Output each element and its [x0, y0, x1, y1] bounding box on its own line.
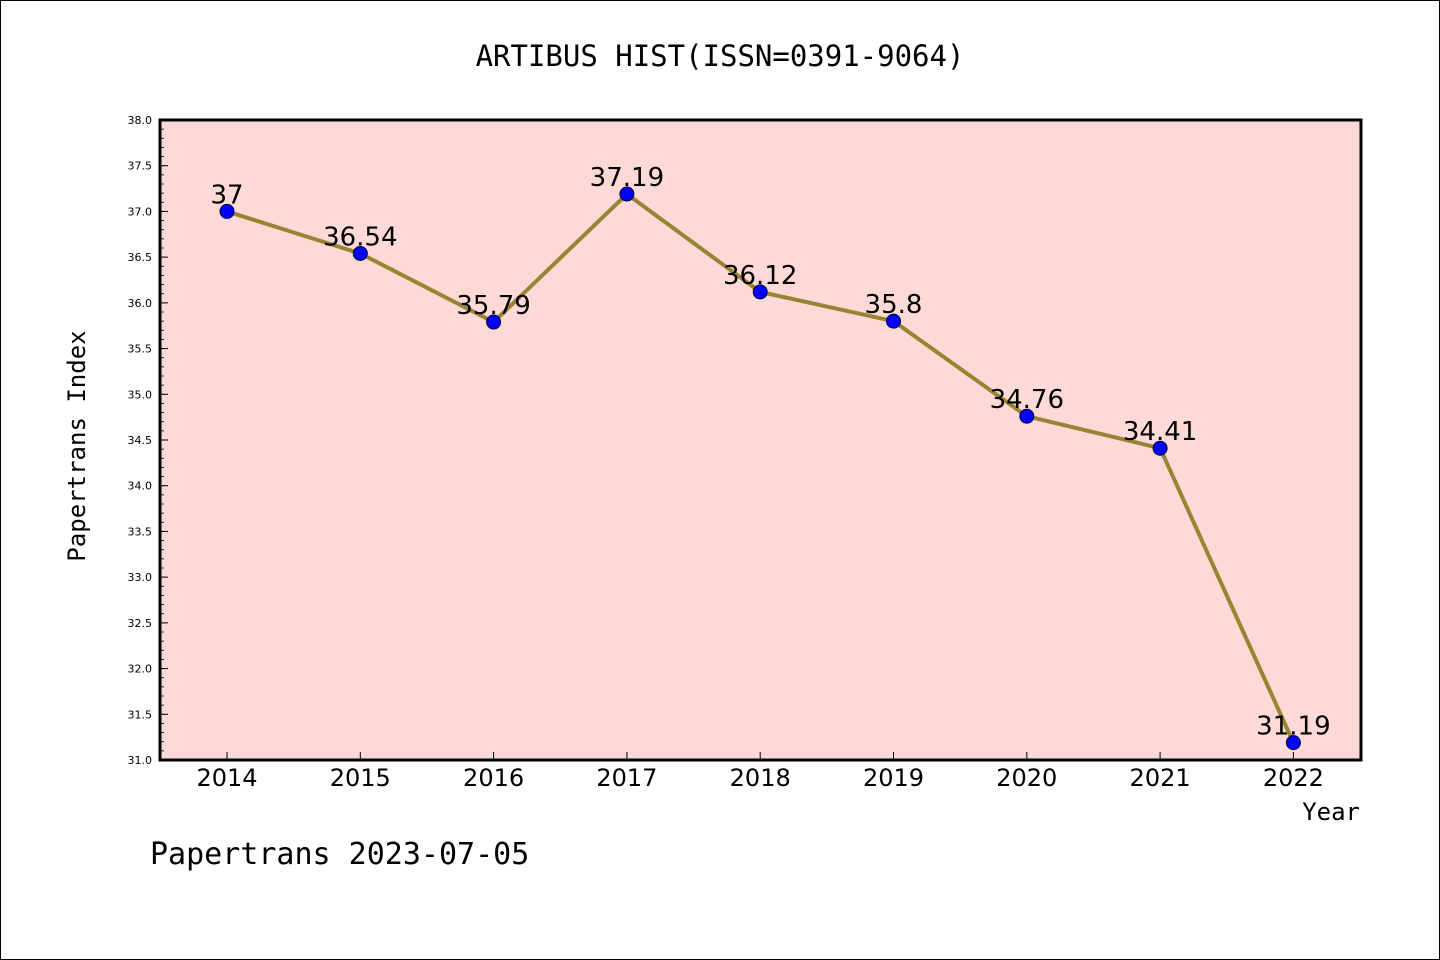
data-label: 34.76	[990, 385, 1064, 415]
y-tick-label: 35.5	[128, 343, 153, 356]
y-tick-label: 35.0	[128, 388, 153, 401]
y-tick-label: 33.5	[128, 525, 153, 538]
data-point	[886, 313, 901, 329]
y-tick-label: 33.0	[128, 571, 153, 584]
data-labels: 37 36.54 35.79 37.19 36.12 35.8 34.76 34.41 31.1…	[210, 163, 1330, 742]
y-tick-label: 31.0	[128, 754, 153, 767]
data-point	[752, 284, 768, 300]
data-point	[219, 203, 235, 219]
x-tick-label: 2018	[730, 764, 791, 792]
data-label: 34.41	[1123, 417, 1197, 447]
data-point	[1019, 408, 1035, 424]
x-tick-label: 2016	[463, 764, 524, 792]
y-tick-label: 31.5	[128, 708, 153, 721]
y-axis-ticks: 31.0 31.5 32.0 32.5 33.0 33.5 34.0 34.5 35.0 35.5…	[128, 114, 168, 767]
data-point	[619, 186, 635, 202]
y-axis-label: Papertrans Index	[63, 330, 91, 561]
data-label: 36.12	[723, 261, 797, 291]
series-papertrans-index	[219, 186, 1301, 751]
y-tick-label: 34.5	[128, 434, 153, 447]
plot-border	[158, 118, 1363, 762]
x-tick-label: 2021	[1130, 764, 1191, 792]
y-tick-label: 37.0	[128, 205, 153, 218]
data-label: 35.8	[865, 290, 923, 320]
data-label: 31.19	[1256, 712, 1330, 742]
data-label: 35.79	[456, 291, 530, 321]
x-tick-label: 2019	[863, 764, 924, 792]
data-point	[486, 314, 502, 330]
footer-text: Papertrans 2023-07-05	[150, 837, 529, 872]
x-tick-label: 2014	[196, 764, 257, 792]
data-label: 37	[210, 180, 243, 210]
data-point	[352, 245, 368, 261]
y-tick-label: 32.0	[128, 663, 153, 676]
x-tick-label: 2017	[596, 764, 657, 792]
y-tick-label: 34.0	[128, 480, 153, 493]
data-point	[1152, 440, 1168, 456]
y-tick-label: 38.0	[128, 114, 153, 127]
data-point	[1285, 735, 1301, 751]
y-tick-label: 32.5	[128, 617, 153, 630]
x-tick-label: 2022	[1263, 764, 1324, 792]
data-label: 36.54	[323, 222, 397, 252]
chart-title: ARTIBUS HIST(ISSN=0391-9064)	[476, 39, 965, 73]
x-axis-label: Year	[1302, 798, 1360, 826]
data-label: 37.19	[590, 163, 664, 193]
y-tick-label: 37.5	[128, 160, 153, 173]
plot-area	[160, 120, 1361, 760]
x-tick-label: 2015	[330, 764, 391, 792]
x-tick-label: 2020	[996, 764, 1057, 792]
y-tick-label: 36.0	[128, 297, 153, 310]
x-axis-ticks: 2014 2015 2016 2017 2018 2019 2020 2021 2022	[196, 752, 1324, 792]
y-tick-label: 36.5	[128, 251, 153, 264]
